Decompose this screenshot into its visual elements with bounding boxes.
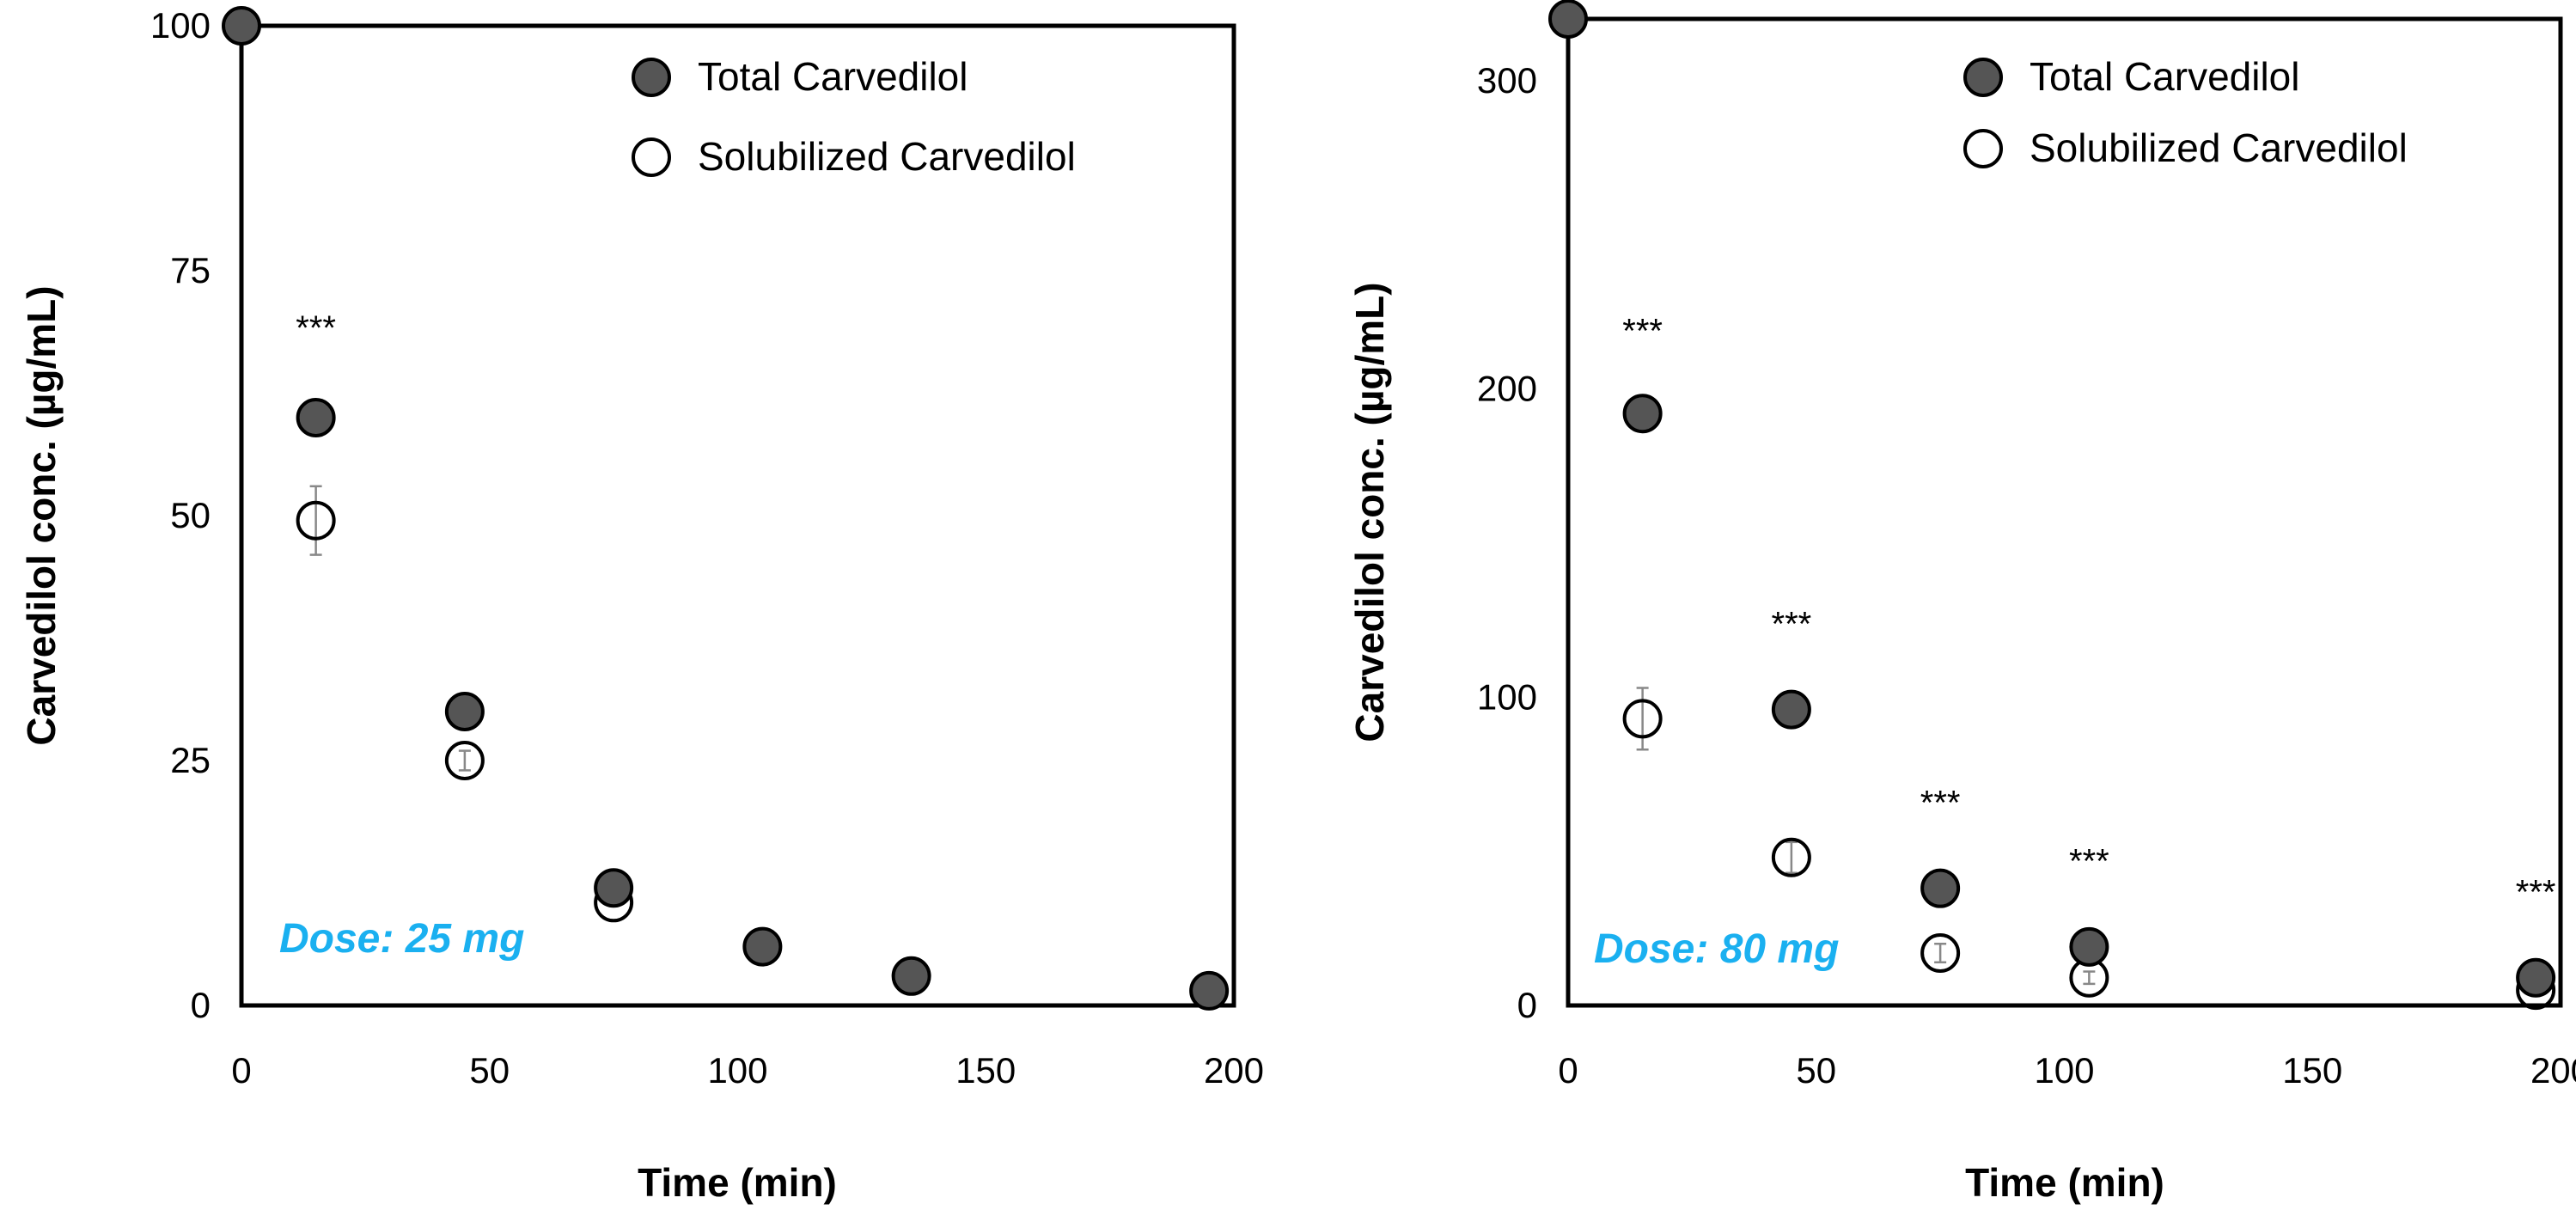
data-point: [1920, 933, 1961, 974]
plot-frame: [1566, 16, 2563, 1008]
data-point: [1548, 0, 1588, 39]
significance-annotation: ***: [1920, 785, 1961, 822]
data-point: [742, 926, 783, 967]
chart-panel-2: 0 100 200 300 0 50 100 150 200 Time (min) Carvedil…: [1347, 0, 2576, 1205]
legend-label: Solubilized Carvedilol: [2030, 125, 2408, 170]
data-point: [296, 500, 336, 541]
x-tick-label: 0: [1558, 1050, 1578, 1091]
data-point: [296, 398, 336, 437]
significance-annotation: ***: [2516, 874, 2556, 912]
y-tick-label: 200: [1477, 369, 1537, 409]
legend-marker: [632, 58, 671, 97]
data-point: [222, 6, 261, 46]
y-tick-label: 50: [170, 495, 211, 535]
significance-annotation: ***: [1772, 606, 1812, 644]
y-tick-label: 75: [170, 250, 211, 290]
chart-panel-1: 0 25 50 75 100 0 50 100 150 200 Time (min) Carvedil…: [19, 5, 1264, 1205]
y-tick-label: 100: [150, 5, 211, 46]
data-point: [444, 741, 485, 780]
data-point: [444, 692, 485, 731]
legend-label: Total Carvedilol: [2030, 54, 2299, 99]
data-point: [1771, 689, 1811, 730]
y-axis-title: Carvedilol conc. (µg/mL): [19, 285, 64, 745]
x-tick-label: 150: [2282, 1050, 2342, 1091]
legend-marker: [1963, 129, 2003, 168]
x-axis-title: Time (min): [638, 1160, 837, 1205]
data-point: [1771, 837, 1811, 877]
series-solubilized-carvedilol: [296, 485, 634, 923]
data-point: [2069, 926, 2109, 967]
legend-label: Solubilized Carvedilol: [698, 134, 1076, 179]
data-point: [2516, 957, 2556, 998]
data-point: [1920, 868, 1961, 908]
x-tick-label: 100: [2034, 1050, 2094, 1091]
data-point: [891, 956, 931, 996]
x-axis-title: Time (min): [1965, 1160, 2164, 1205]
dose-label: Dose: 25 mg: [279, 916, 524, 962]
y-tick-label: 0: [191, 985, 211, 1025]
data-point: [1189, 970, 1230, 1011]
x-tick-label: 200: [2530, 1050, 2576, 1091]
x-tick-label: 50: [1796, 1050, 1836, 1091]
legend-label: Total Carvedilol: [698, 54, 968, 99]
series-total-carvedilol: [1548, 0, 2556, 998]
legend: Total Carvedilol Solubilized Carvedilol: [1963, 54, 2408, 170]
legend-marker: [632, 137, 671, 177]
x-tick-label: 100: [707, 1050, 767, 1091]
y-tick-label: 0: [1517, 985, 1537, 1025]
significance-annotation: ***: [2069, 843, 2109, 881]
significance-annotation: ***: [296, 309, 336, 347]
y-axis-title: Carvedilol conc. (µg/mL): [1347, 282, 1392, 742]
legend-marker: [1963, 58, 2003, 97]
legend: Total Carvedilol Solubilized Carvedilol: [632, 54, 1076, 179]
data-point: [594, 868, 634, 908]
significance-annotation: ***: [1622, 313, 1663, 351]
y-tick-label: 300: [1477, 60, 1537, 101]
x-tick-label: 0: [231, 1050, 251, 1091]
x-tick-label: 50: [469, 1050, 510, 1091]
x-tick-label: 200: [1204, 1050, 1264, 1091]
dose-label: Dose: 80 mg: [1594, 926, 1839, 972]
data-point: [1622, 394, 1663, 434]
x-tick-label: 150: [955, 1050, 1016, 1091]
y-tick-label: 100: [1477, 676, 1537, 717]
series-total-carvedilol: [222, 6, 1230, 1011]
y-tick-label: 25: [170, 740, 211, 780]
data-point: [1622, 699, 1663, 739]
plot-frame: [239, 23, 1236, 1008]
